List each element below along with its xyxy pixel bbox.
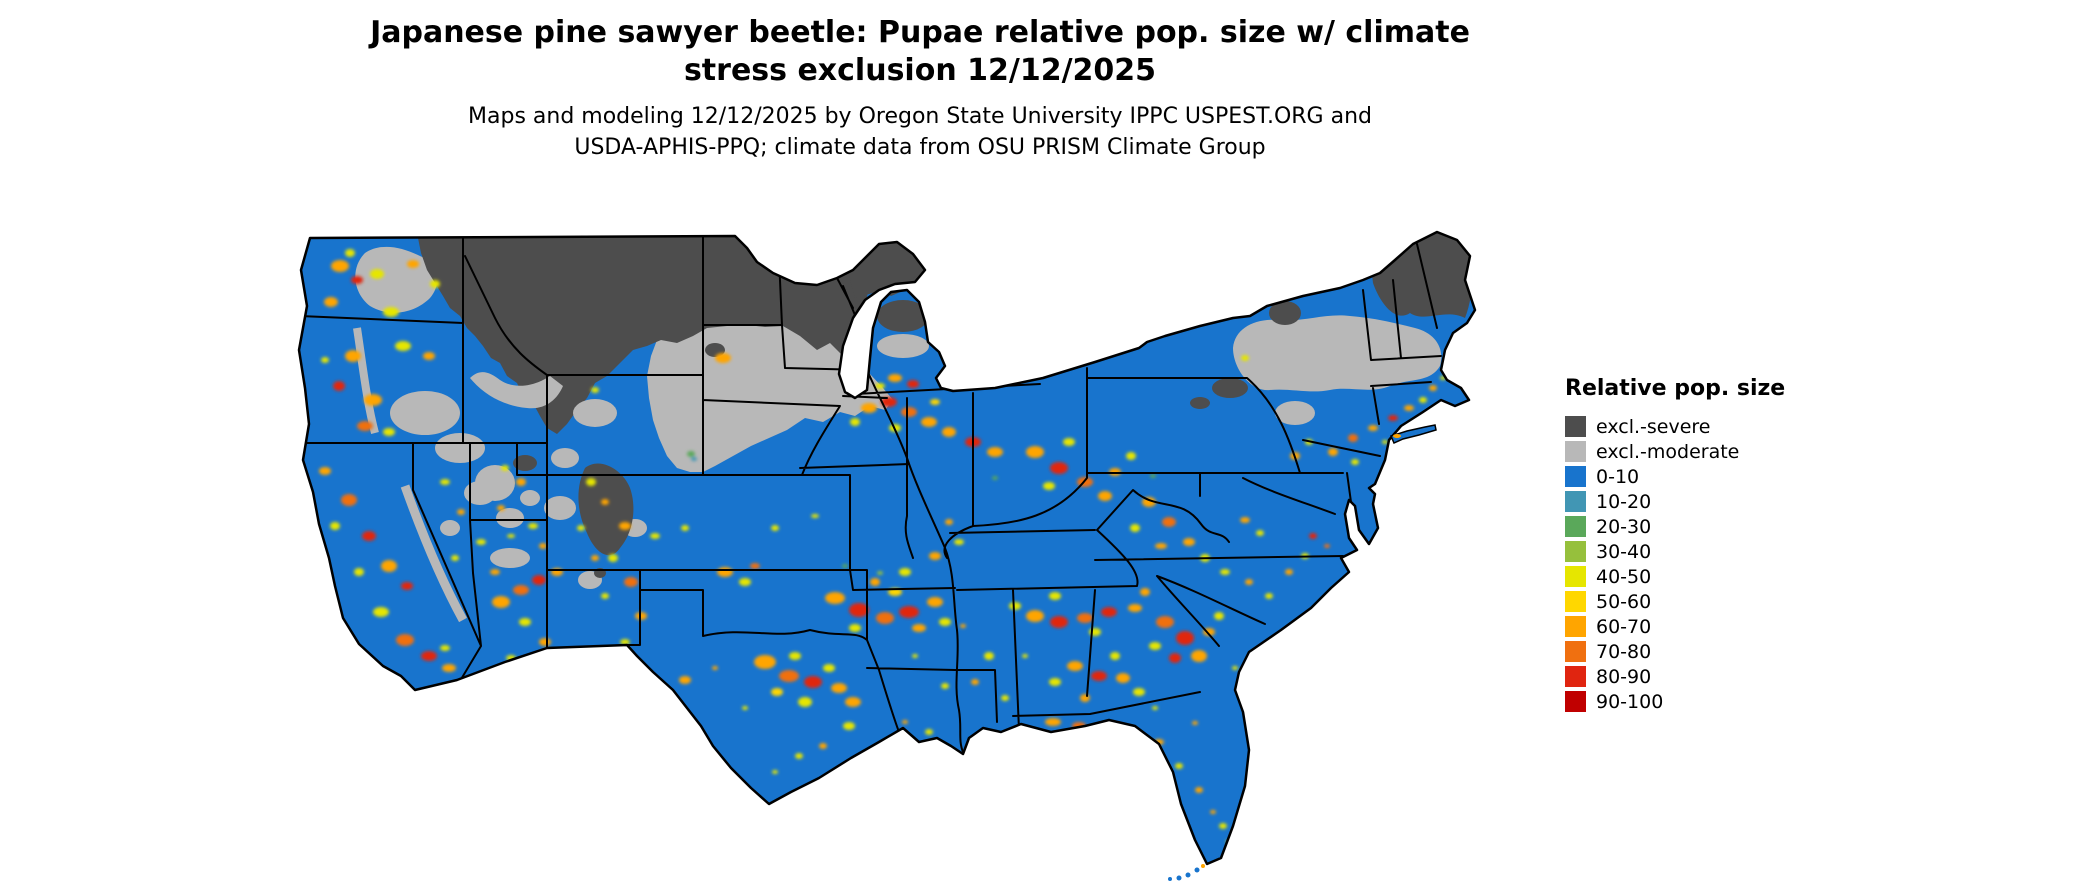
legend-item: excl.-severe	[1565, 414, 1885, 439]
legend-swatch	[1565, 466, 1586, 487]
legend-item: 90-100	[1565, 689, 1885, 714]
legend-item: excl.-moderate	[1565, 439, 1885, 464]
legend-item: 60-70	[1565, 614, 1885, 639]
legend-label: 20-30	[1596, 515, 1652, 538]
legend-swatch	[1565, 566, 1586, 587]
legend-item: 0-10	[1565, 464, 1885, 489]
legend-swatch	[1565, 691, 1586, 712]
legend-swatch	[1565, 591, 1586, 612]
legend-item: 50-60	[1565, 589, 1885, 614]
legend-item: 70-80	[1565, 639, 1885, 664]
legend: Relative pop. size excl.-severe excl.-mo…	[1565, 376, 1885, 714]
legend-swatch	[1565, 641, 1586, 662]
figure-subtitle-line2: USDA-APHIS-PPQ; climate data from OSU PR…	[574, 135, 1266, 160]
state-borders	[299, 235, 1442, 753]
long-island	[1389, 424, 1437, 444]
legend-label: 80-90	[1596, 665, 1652, 688]
legend-label: 60-70	[1596, 615, 1652, 638]
moderate-exclusion-basins	[470, 334, 929, 468]
figure-title-line1: Japanese pine sawyer beetle: Pupae relat…	[370, 15, 1470, 50]
legend-item: 80-90	[1565, 664, 1885, 689]
legend-label: 90-100	[1596, 690, 1664, 713]
title-block: Japanese pine sawyer beetle: Pupae relat…	[250, 14, 1590, 163]
florida-keys	[1168, 864, 1205, 881]
legend-item: 10-20	[1565, 489, 1885, 514]
legend-item: 20-30	[1565, 514, 1885, 539]
legend-swatch	[1565, 491, 1586, 512]
us-population-map	[295, 228, 1550, 892]
figure-title-line2: stress exclusion 12/12/2025	[683, 53, 1157, 88]
legend-swatch	[1565, 441, 1586, 462]
legend-swatch	[1565, 616, 1586, 637]
us-map-svg	[297, 230, 1477, 881]
legend-item: 30-40	[1565, 539, 1885, 564]
figure-subtitle-line1: Maps and modeling 12/12/2025 by Oregon S…	[468, 104, 1372, 129]
us-outline	[297, 230, 1477, 866]
legend-label: excl.-moderate	[1596, 440, 1740, 463]
legend-swatch	[1565, 416, 1586, 437]
legend-label: 70-80	[1596, 640, 1652, 663]
legend-swatch	[1565, 666, 1586, 687]
legend-label: 10-20	[1596, 490, 1652, 513]
legend-swatch	[1565, 541, 1586, 562]
legend-swatch	[1565, 516, 1586, 537]
legend-label: excl.-severe	[1596, 415, 1711, 438]
legend-label: 0-10	[1596, 465, 1640, 488]
legend-label: 30-40	[1596, 540, 1652, 563]
legend-label: 40-50	[1596, 565, 1652, 588]
legend-label: 50-60	[1596, 590, 1652, 613]
legend-title: Relative pop. size	[1565, 376, 1786, 401]
legend-item: 40-50	[1565, 564, 1885, 589]
